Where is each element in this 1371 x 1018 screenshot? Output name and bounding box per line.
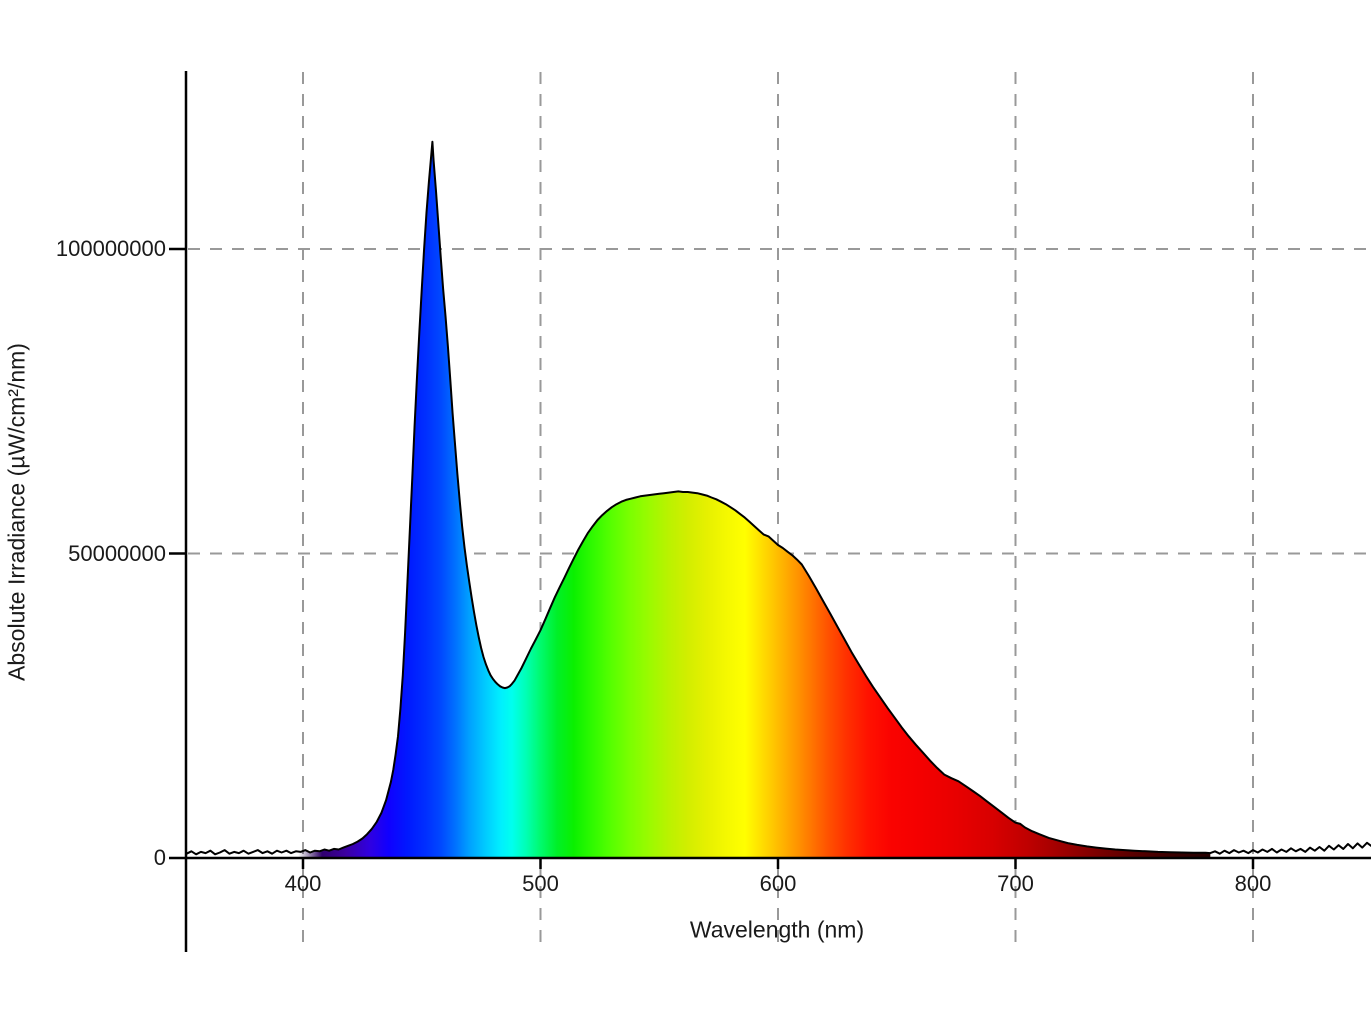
x-tick-label-500: 500	[522, 871, 559, 896]
spectrum-curve	[186, 140, 1371, 856]
spectrum-fill	[186, 141, 1211, 859]
y-tick-label-100000000: 100000000	[55, 236, 166, 261]
y-tick-label-0: 0	[153, 845, 166, 870]
x-tick-label-800: 800	[1234, 871, 1272, 896]
x-axis-title: Wavelength (nm)	[689, 916, 865, 943]
x-tick-label-400: 400	[284, 871, 322, 896]
x-tick-label-600: 600	[759, 871, 797, 896]
x-tick-label-700: 700	[997, 871, 1034, 896]
axes	[169, 71, 1371, 952]
y-tick-label-50000000: 50000000	[68, 540, 166, 566]
y-axis-title: Absolute Irradiance (µW/cm²/nm)	[3, 343, 30, 681]
